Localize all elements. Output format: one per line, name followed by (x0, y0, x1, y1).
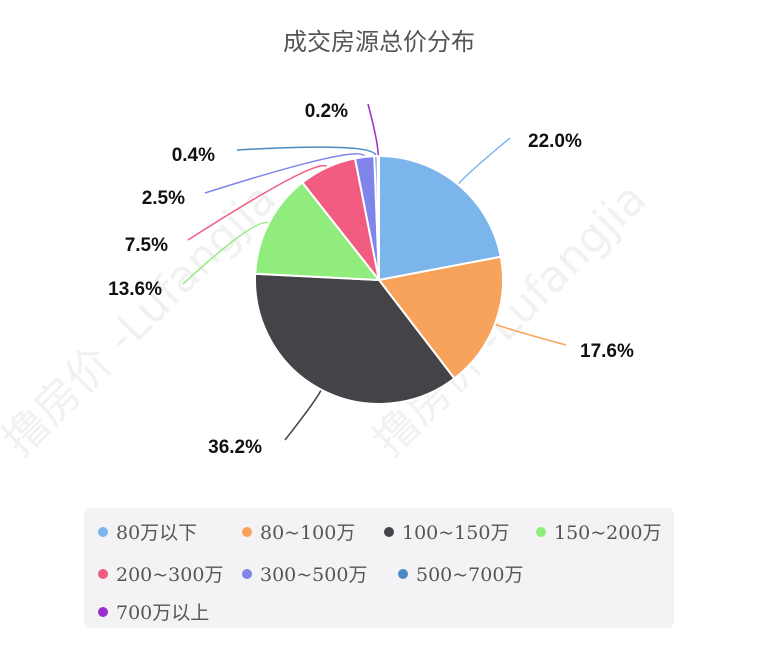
watermark-text: 撸房价 -Lufangjia (0, 173, 286, 466)
legend-label: 100~150万 (402, 522, 510, 544)
label-connector (367, 103, 379, 157)
slice-label: 0.2% (305, 101, 348, 122)
legend-item[interactable]: 200~300万 (98, 560, 223, 587)
legend-label: 200~300万 (116, 564, 224, 586)
legend-item[interactable]: 300~500万 (242, 560, 367, 587)
legend-dot-icon (384, 526, 394, 537)
legend-dot-icon (98, 606, 108, 617)
legend-item[interactable]: 80~100万 (242, 518, 355, 545)
slice-label: 13.6% (108, 279, 162, 300)
legend-dot-icon (398, 568, 408, 579)
legend-label: 80~100万 (260, 522, 356, 544)
legend-dot-icon (98, 568, 108, 579)
label-connector (457, 137, 511, 185)
legend: 80万以下 80~100万 100~150万 150~200万 200~300万 300~… (84, 508, 674, 628)
pie-slice[interactable] (254, 181, 382, 282)
label-connector (236, 146, 377, 157)
legend-item[interactable]: 150~200万 (536, 518, 661, 545)
label-connectors (182, 103, 567, 441)
slice-label: 22.0% (528, 131, 582, 152)
legend-label: 500~700万 (416, 564, 524, 586)
pie-chart: 撸房价 -Lufangjia 撸房价 -Lufangjia 22.0%17.6%3… (0, 101, 656, 466)
slice-label: 17.6% (580, 341, 634, 362)
label-connector (284, 389, 322, 441)
legend-item[interactable]: 700万以上 (98, 598, 209, 625)
legend-label: 700万以上 (116, 602, 210, 624)
slice-label: 0.4% (172, 145, 215, 166)
slice-label: 36.2% (208, 437, 262, 458)
slice-label: 2.5% (142, 188, 185, 209)
pie-slices (254, 154, 504, 405)
legend-item[interactable]: 100~150万 (384, 518, 509, 545)
legend-item[interactable]: 500~700万 (398, 560, 523, 587)
label-connector (187, 164, 328, 241)
legend-label: 300~500万 (260, 564, 368, 586)
legend-label: 150~200万 (554, 522, 662, 544)
label-connector (204, 153, 366, 194)
legend-dot-icon (242, 568, 252, 579)
pie-slice[interactable] (254, 272, 456, 405)
slice-labels: 22.0% 17.6% 36.2% 13.6% 7.5% 2.5% 0.4% 0.2% (108, 101, 634, 458)
legend-dot-icon (242, 526, 252, 537)
chart-title: 成交房源总价分布 (283, 28, 475, 56)
legend-item[interactable]: 80万以下 (98, 518, 197, 545)
label-connector (182, 221, 270, 285)
pie-slice[interactable] (376, 154, 380, 281)
pie-slice[interactable] (377, 255, 504, 380)
label-connector (494, 323, 567, 346)
pie-slice[interactable] (378, 154, 502, 282)
legend-dot-icon (536, 526, 546, 537)
legend-label: 80万以下 (116, 522, 198, 544)
slice-label: 7.5% (125, 235, 168, 256)
legend-dot-icon (98, 526, 108, 537)
